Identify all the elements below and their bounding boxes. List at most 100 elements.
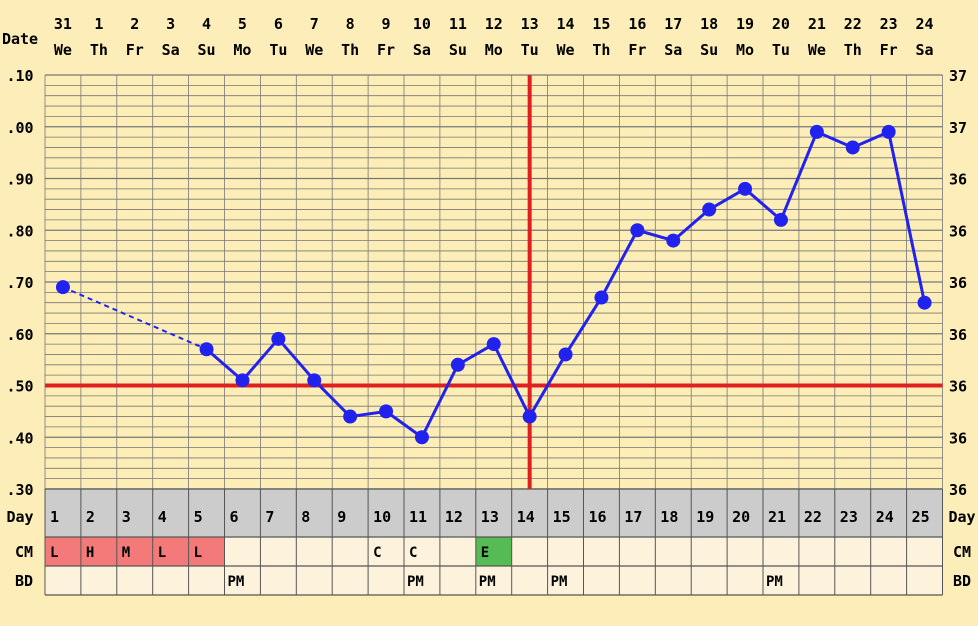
cycle-day-label: 24 xyxy=(876,508,894,526)
cm-value: E xyxy=(481,545,489,561)
cycle-day-label: 15 xyxy=(553,508,571,526)
date-label: 2 xyxy=(130,15,139,33)
temperature-point xyxy=(450,357,465,372)
cm-value: C xyxy=(373,545,381,561)
cycle-day-label: 23 xyxy=(840,508,858,526)
cm-cell-colored xyxy=(80,537,117,566)
date-label: 6 xyxy=(274,15,283,33)
y-tick-label-left: .50 xyxy=(6,378,33,396)
bd-value: PM xyxy=(228,574,245,590)
weekday-label: Mo xyxy=(736,41,754,59)
weekday-label: Sa xyxy=(413,41,431,59)
date-label: 12 xyxy=(485,15,503,33)
y-tick-label-right: 36 xyxy=(949,274,967,292)
series-segment xyxy=(779,131,819,221)
day-row-bg xyxy=(45,489,943,537)
temperature-point xyxy=(773,212,788,227)
temperature-point xyxy=(522,409,537,424)
cycle-day-label: 21 xyxy=(768,508,786,526)
y-tick-label-left: .30 xyxy=(6,481,33,499)
temperature-point xyxy=(917,295,932,310)
weekday-label: Tu xyxy=(521,41,539,59)
y-tick-label-left: .80 xyxy=(6,222,33,240)
date-label: 8 xyxy=(346,15,355,33)
series-segment xyxy=(564,296,603,356)
date-label: 18 xyxy=(700,15,718,33)
cm-cell-colored xyxy=(116,537,153,566)
row-label-cm-right: CM xyxy=(953,543,971,561)
cm-value: C xyxy=(409,545,417,561)
date-label: 5 xyxy=(238,15,247,33)
temperature-point xyxy=(414,430,429,445)
weekday-label: We xyxy=(808,41,826,59)
weekday-label: Th xyxy=(90,41,108,59)
temperature-point xyxy=(558,347,573,362)
temperature-point xyxy=(594,290,609,305)
cycle-day-label: 19 xyxy=(696,508,714,526)
date-label: 14 xyxy=(557,15,575,33)
temperature-point xyxy=(809,124,824,139)
date-label: 15 xyxy=(592,15,610,33)
cm-cell-colored xyxy=(475,537,512,566)
y-tick-label-right: 37 xyxy=(949,119,967,137)
row-label-date: Date xyxy=(2,30,38,48)
y-tick-label-left: .10 xyxy=(6,67,33,85)
date-label: 22 xyxy=(844,15,862,33)
cycle-day-label: 14 xyxy=(517,508,535,526)
cycle-day-label: 8 xyxy=(301,508,310,526)
date-label: 3 xyxy=(166,15,175,33)
bd-value: PM xyxy=(407,574,424,590)
temperature-point xyxy=(343,409,358,424)
series-segment xyxy=(420,364,460,438)
y-tick-label-left: .90 xyxy=(6,171,33,189)
weekday-label: Mo xyxy=(485,41,503,59)
date-label: 19 xyxy=(736,15,754,33)
temperature-point xyxy=(702,202,717,217)
cycle-day-label: 1 xyxy=(50,508,59,526)
weekday-label: Mo xyxy=(233,41,251,59)
y-tick-label-right: 36 xyxy=(949,429,967,447)
cm-value: L xyxy=(50,545,58,561)
date-label: 9 xyxy=(382,15,391,33)
cycle-day-label: 3 xyxy=(122,508,131,526)
series-segment-dashed xyxy=(62,286,207,351)
weekday-label: Sa xyxy=(162,41,180,59)
weekday-label: Th xyxy=(844,41,862,59)
date-label: 4 xyxy=(202,15,211,33)
series-segment xyxy=(887,131,927,304)
weekday-label: Fr xyxy=(880,41,898,59)
temperature-point xyxy=(738,181,753,196)
temperature-point xyxy=(486,337,501,352)
weekday-label: We xyxy=(557,41,575,59)
temperature-point xyxy=(199,342,214,357)
weekday-label: Su xyxy=(700,41,718,59)
row-label-cm: CM xyxy=(15,543,33,561)
row-label-day: Day xyxy=(6,508,33,526)
cm-value: L xyxy=(194,545,202,561)
date-label: 16 xyxy=(628,15,646,33)
y-tick-label-right: 37 xyxy=(949,67,967,85)
series-segment xyxy=(600,229,639,299)
series-segment xyxy=(277,337,316,382)
series-segment xyxy=(492,343,531,418)
cm-cell-colored xyxy=(188,537,225,566)
date-label: 23 xyxy=(880,15,898,33)
cycle-day-label: 16 xyxy=(589,508,607,526)
series-segment xyxy=(672,208,711,242)
y-tick-label-right: 36 xyxy=(949,326,967,344)
date-label: 17 xyxy=(664,15,682,33)
row-label-day-right: Day xyxy=(948,508,975,526)
date-label: 11 xyxy=(449,15,467,33)
weekday-label: Fr xyxy=(628,41,646,59)
y-tick-label-right: 36 xyxy=(949,171,967,189)
series-segment xyxy=(385,410,423,439)
series-segment xyxy=(205,348,244,382)
bd-value: PM xyxy=(551,574,568,590)
temperature-point xyxy=(271,331,286,346)
cycle-day-label: 4 xyxy=(158,508,167,526)
temperature-point xyxy=(881,124,896,139)
cm-value: M xyxy=(122,545,130,561)
temperature-point xyxy=(235,373,250,388)
cycle-day-label: 6 xyxy=(230,508,239,526)
